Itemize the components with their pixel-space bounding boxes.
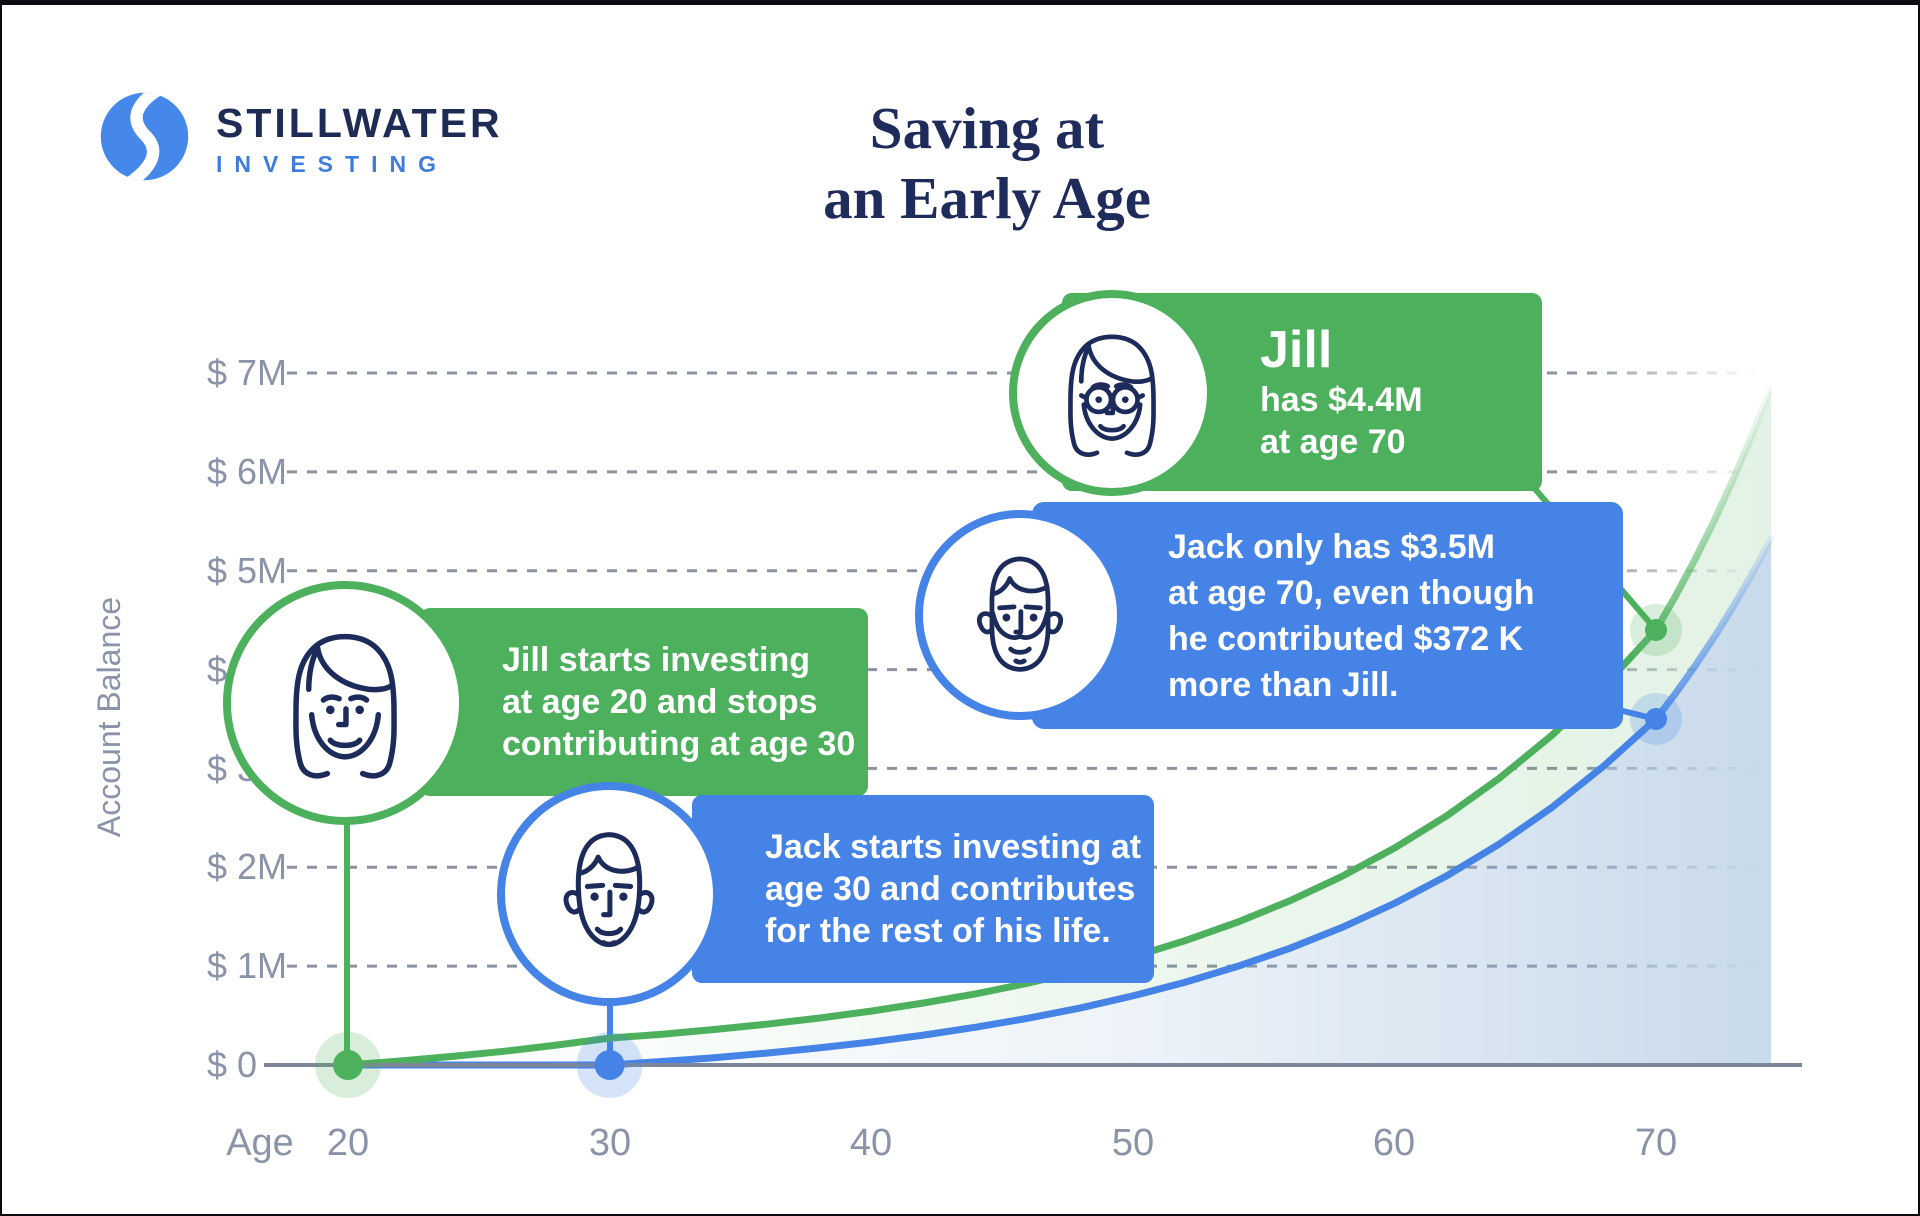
jack-old-face-icon bbox=[977, 556, 1063, 672]
callout-jack-result-line: more than Jill. bbox=[1168, 665, 1399, 704]
area-fills bbox=[348, 387, 1772, 1065]
data-markers bbox=[315, 604, 1682, 1098]
brand-subtitle: INVESTING bbox=[216, 151, 448, 177]
avatar-jack-young bbox=[497, 782, 721, 1006]
callout-jack-result-line: he contributed $372 K bbox=[1168, 619, 1524, 658]
callout-jack-result-line: Jack only has $3.5M bbox=[1168, 527, 1495, 566]
page-title-line1: Saving at bbox=[869, 95, 1105, 161]
jill-old-face-icon bbox=[1068, 334, 1156, 457]
callout-jack-start-line: Jack starts investing at bbox=[765, 828, 1142, 866]
series-curves bbox=[344, 383, 1775, 1069]
y-axis-title: Account Balance bbox=[91, 597, 127, 837]
callout-jill-result-line: at age 70 bbox=[1260, 423, 1406, 461]
callout-jill-result-line: has $4.4M bbox=[1260, 381, 1423, 419]
jill-young-face-icon bbox=[293, 633, 397, 779]
avatar-jill-old bbox=[1009, 290, 1215, 496]
x-tick-label: 70 bbox=[1635, 1122, 1677, 1164]
avatar-jack-old bbox=[915, 510, 1125, 720]
jack-area-fill bbox=[348, 538, 1772, 1065]
jack-young-face-icon bbox=[563, 832, 655, 948]
callout-jack-start-line: for the rest of his life. bbox=[765, 912, 1111, 950]
jill-marker-dot bbox=[1645, 619, 1667, 641]
callout-jack-result-line: at age 70, even though bbox=[1168, 573, 1535, 612]
jack-marker-dot bbox=[1645, 708, 1667, 730]
callout-jack-result: Jack only has $3.5M at age 70, even thou… bbox=[1032, 502, 1623, 729]
brand-logo: STILLWATER INVESTING bbox=[97, 89, 503, 184]
callout-jack-start-line: age 30 and contributes bbox=[765, 870, 1136, 908]
jill-curve bbox=[344, 383, 1775, 1069]
x-tick-label: 60 bbox=[1373, 1122, 1415, 1164]
callout-jack-start: Jack starts investing at age 30 and cont… bbox=[692, 795, 1154, 983]
jill-marker-dot bbox=[333, 1050, 363, 1080]
y-tick-label: $ 0 bbox=[207, 1044, 257, 1085]
x-axis-title: Age bbox=[226, 1122, 294, 1164]
y-tick-label: $ 7M bbox=[207, 352, 287, 393]
x-tick-label: 20 bbox=[327, 1122, 369, 1164]
y-tick-label: $ 6M bbox=[207, 451, 287, 492]
callout-jill-start-line: Jill starts investing bbox=[502, 641, 810, 679]
y-tick-label: $ 2M bbox=[207, 846, 287, 887]
jack-curve bbox=[344, 535, 1775, 1069]
brand-name: STILLWATER bbox=[216, 100, 503, 146]
page-title: Saving at an Early Age bbox=[687, 93, 1287, 233]
stillwater-logo-icon bbox=[100, 92, 189, 181]
callout-jill-result-name: Jill bbox=[1260, 321, 1333, 379]
jack-marker-dot bbox=[594, 1050, 625, 1080]
y-tick-label: $ 5M bbox=[207, 550, 287, 591]
callout-jill-start: Jill starts investing at age 20 and stop… bbox=[420, 608, 868, 796]
x-tick-label: 30 bbox=[589, 1122, 631, 1164]
page-title-line2: an Early Age bbox=[823, 165, 1151, 231]
callout-jill-start-line: contributing at age 30 bbox=[502, 725, 856, 763]
avatar-jill-young bbox=[223, 581, 467, 825]
x-tick-label: 40 bbox=[850, 1122, 892, 1164]
y-tick-label: $ 1M bbox=[207, 945, 287, 986]
callout-jill-start-line: at age 20 and stops bbox=[502, 683, 818, 721]
x-tick-label: 50 bbox=[1112, 1122, 1154, 1164]
